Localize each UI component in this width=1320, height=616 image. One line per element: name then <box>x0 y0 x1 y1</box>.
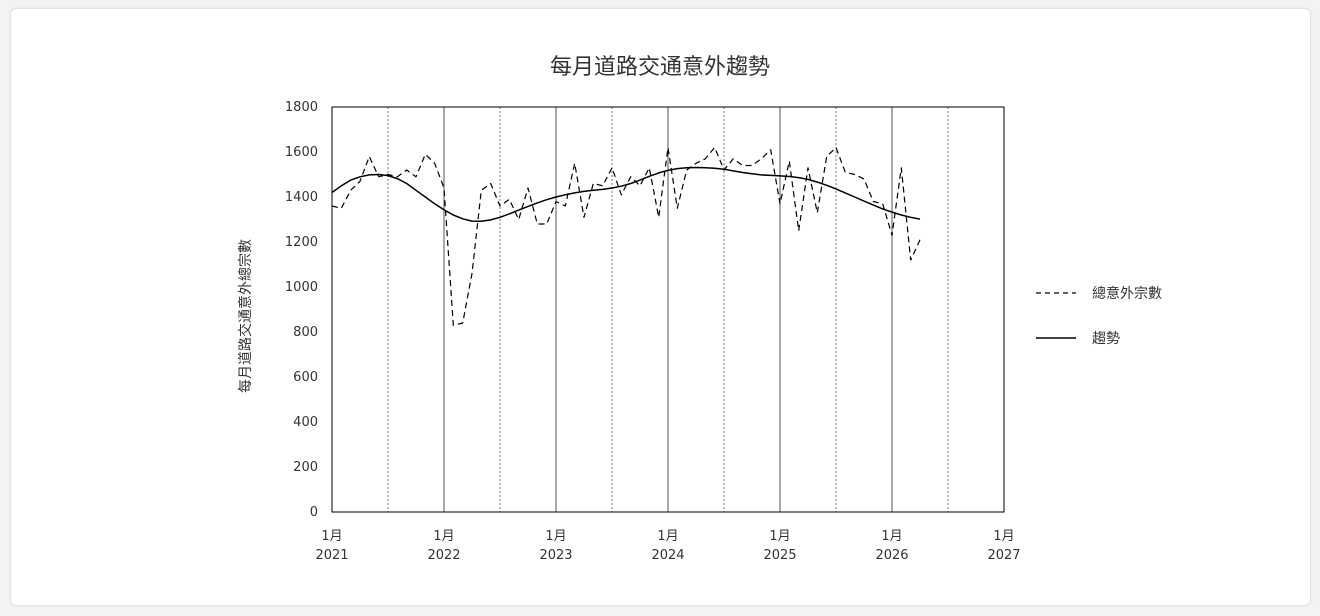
x-tick-month: 1月 <box>657 529 678 544</box>
x-tick-year: 2023 <box>539 548 572 563</box>
chart-title: 每月道路交通意外趨勢 <box>550 55 770 80</box>
y-axis-label: 每月道路交通意外總宗數 <box>237 239 254 393</box>
x-tick-year: 2021 <box>315 548 348 563</box>
y-tick-label: 400 <box>293 415 318 430</box>
legend: 總意外宗數 趨勢 <box>1036 285 1162 347</box>
y-tick-label: 0 <box>310 505 318 520</box>
x-tick-year: 2024 <box>651 548 684 563</box>
x-tick-month: 1月 <box>321 529 342 544</box>
y-tick-label: 200 <box>293 460 318 475</box>
x-tick-month: 1月 <box>545 529 566 544</box>
legend-label-trend: 趨勢 <box>1092 331 1120 347</box>
legend-label-total: 總意外宗數 <box>1092 285 1162 302</box>
x-tick-year: 2025 <box>763 548 796 563</box>
series-line-total <box>331 146 921 326</box>
y-tick-label: 1400 <box>285 190 318 205</box>
y-tick-label: 1800 <box>285 100 318 115</box>
x-tick-year: 2022 <box>427 548 460 563</box>
y-tick-label: 600 <box>293 370 318 385</box>
y-tick-label: 800 <box>293 325 318 340</box>
x-tick-month: 1月 <box>993 529 1014 544</box>
x-axis: 1月 2021 1月 2022 1月 2023 1月 2024 1月 2025 1月 2026 1月 20… <box>315 529 1020 563</box>
series-lines <box>331 146 921 326</box>
y-tick-label: 1200 <box>285 235 318 250</box>
x-tick-month: 1月 <box>433 529 454 544</box>
chart-card <box>10 8 1311 606</box>
y-tick-label: 1000 <box>285 280 318 295</box>
y-axis: 0 200 400 600 800 1000 1200 1400 1600 1800 <box>285 100 318 520</box>
x-tick-year: 2027 <box>987 548 1020 563</box>
grid-lines <box>387 107 949 512</box>
series-line-trend <box>331 166 921 223</box>
x-tick-year: 2026 <box>875 548 908 563</box>
x-tick-month: 1月 <box>881 529 902 544</box>
y-tick-label: 1600 <box>285 145 318 160</box>
x-tick-month: 1月 <box>769 529 790 544</box>
plot-frame <box>331 106 1005 513</box>
